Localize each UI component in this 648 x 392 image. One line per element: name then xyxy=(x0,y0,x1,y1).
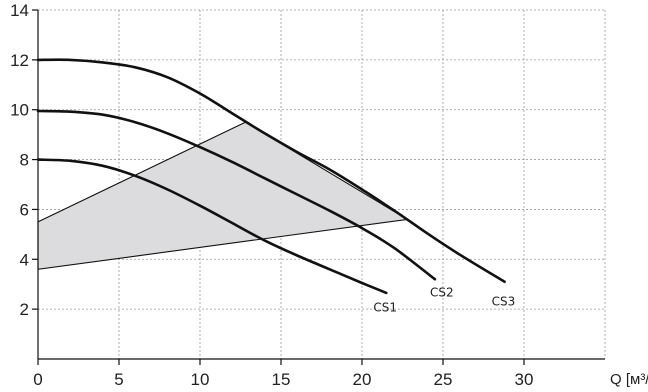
y-tick-label: 2 xyxy=(20,300,29,319)
series-label-cs3: CS3 xyxy=(492,294,516,308)
series-labels: CS1 CS2 CS3 xyxy=(373,286,515,315)
grid xyxy=(38,9,606,359)
y-tick-label: 8 xyxy=(20,151,29,170)
tick-marks xyxy=(32,9,525,365)
y-tick-label: 10 xyxy=(10,101,29,120)
curve-cs1 xyxy=(36,158,388,295)
x-axis-label: Q [м³/ч] xyxy=(610,371,648,388)
y-tick-label: 4 xyxy=(20,250,29,269)
curve-cs3 xyxy=(36,58,506,283)
tick-labels: 0 5 10 15 20 25 30 2 4 6 8 10 12 14 xyxy=(10,1,533,389)
x-tick-label: 25 xyxy=(434,370,453,389)
series-label-cs2: CS2 xyxy=(430,286,454,300)
x-tick-label: 30 xyxy=(515,370,534,389)
pump-curves xyxy=(36,58,506,295)
x-tick-label: 0 xyxy=(33,370,42,389)
x-tick-label: 15 xyxy=(272,370,291,389)
series-label-cs1: CS1 xyxy=(373,301,397,315)
axes xyxy=(37,10,605,360)
x-tick-label: 10 xyxy=(191,370,210,389)
y-tick-label: 14 xyxy=(10,1,29,20)
operating-region xyxy=(37,121,410,270)
x-tick-label: 5 xyxy=(114,370,123,389)
y-tick-label: 12 xyxy=(10,51,29,70)
x-tick-label: 20 xyxy=(353,370,372,389)
y-tick-label: 6 xyxy=(20,200,29,219)
curve-cs2 xyxy=(36,109,437,281)
